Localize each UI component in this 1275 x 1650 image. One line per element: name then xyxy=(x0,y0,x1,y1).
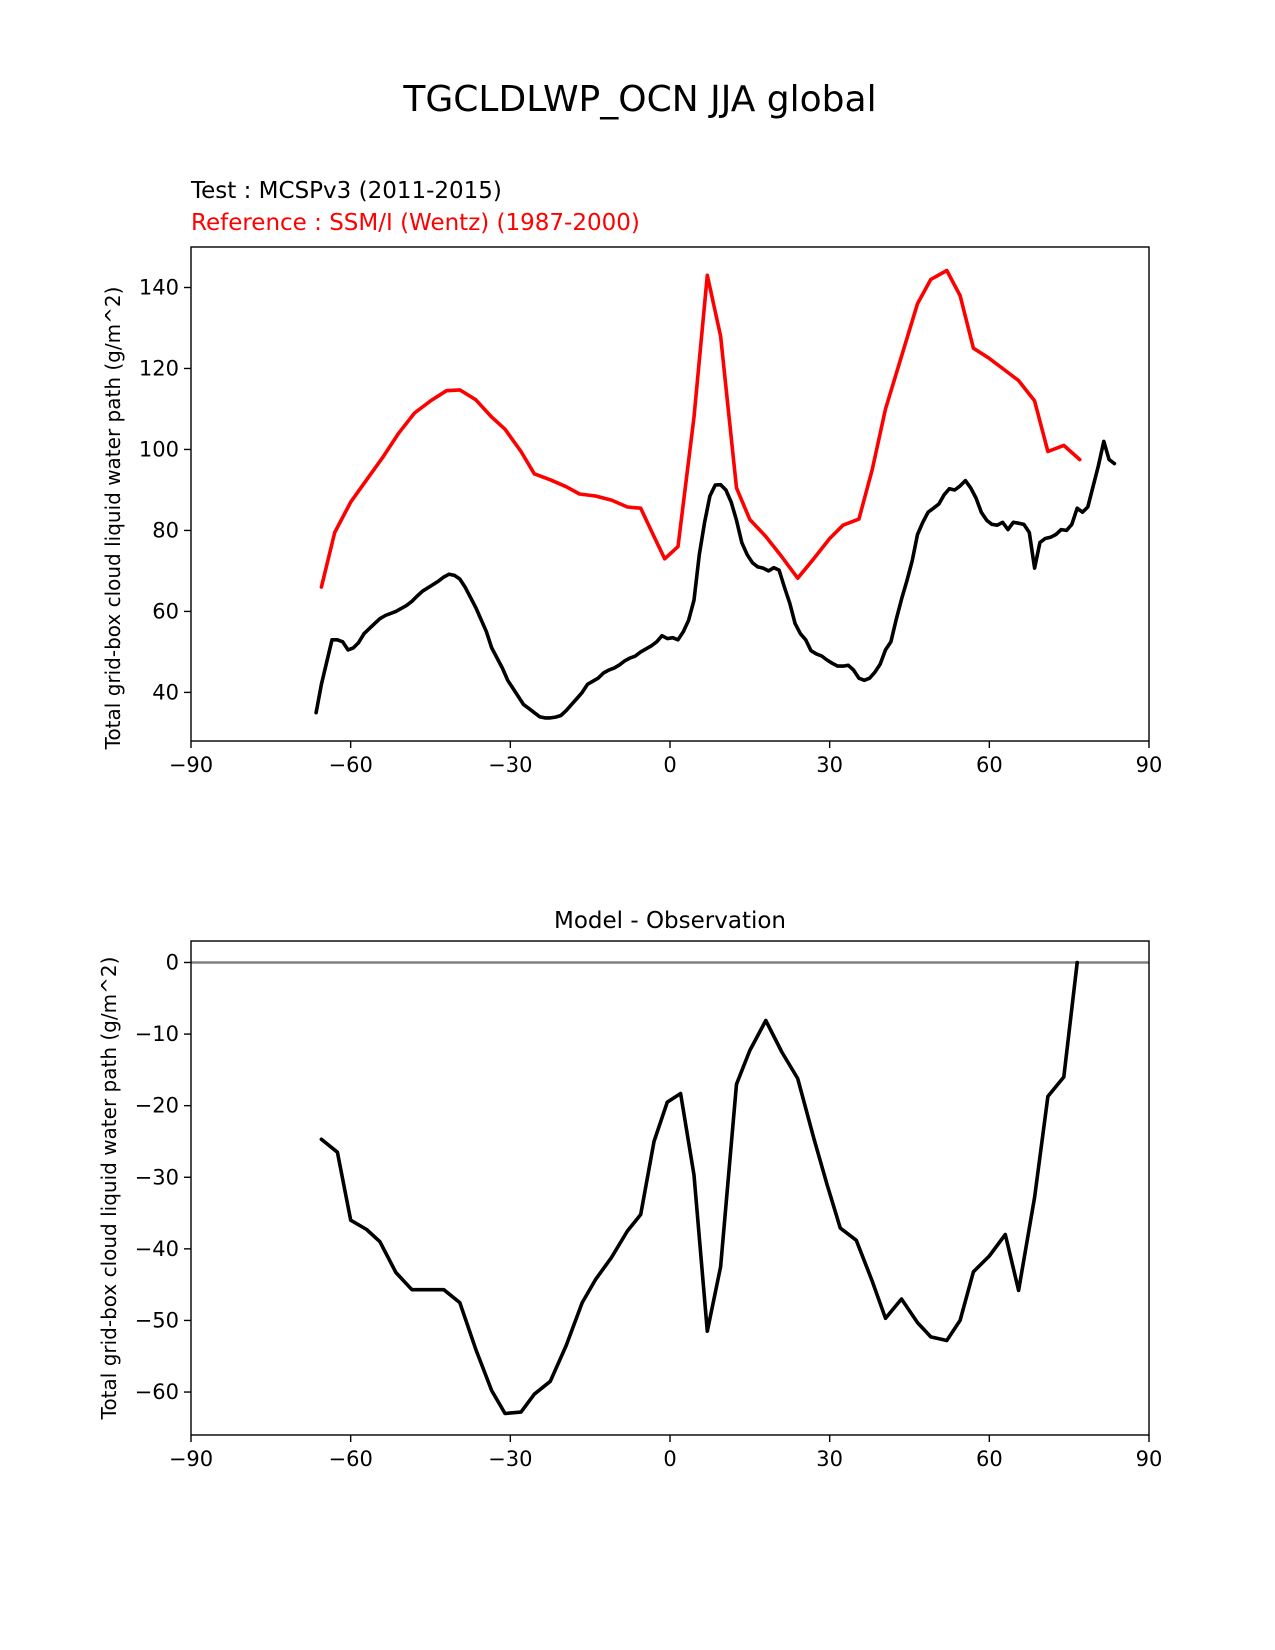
figure-title: TGCLDLWP_OCN JJA global xyxy=(402,79,876,120)
x-tick-label: −90 xyxy=(169,1447,213,1471)
y-tick-label: 140 xyxy=(139,275,179,299)
plot-frame xyxy=(190,940,1150,1436)
test-series-line xyxy=(314,439,1117,720)
x-tick-label: −30 xyxy=(488,1447,532,1471)
axis-ticks: −90 −60 −30 0 30 60 90 0 −10 −20 −30 −40 −50 −60 xyxy=(135,950,1163,1471)
y-tick-label: −50 xyxy=(135,1308,179,1332)
x-tick-label: 90 xyxy=(1136,753,1163,777)
x-tick-label: 60 xyxy=(976,753,1003,777)
plot-lines xyxy=(191,960,1149,1416)
y-tick-label: −60 xyxy=(135,1380,179,1404)
plot-frame xyxy=(190,246,1150,742)
test-series-line xyxy=(319,960,1079,1416)
x-tick-label: 0 xyxy=(663,753,676,777)
y-tick-label: 80 xyxy=(152,518,179,542)
y-tick-label: 60 xyxy=(152,599,179,623)
x-tick-label: 90 xyxy=(1136,1447,1163,1471)
y-tick-label: 120 xyxy=(139,356,179,380)
x-tick-label: −60 xyxy=(329,753,373,777)
y-tick-label: −30 xyxy=(135,1165,179,1189)
y-tick-label: 40 xyxy=(152,680,179,704)
plot-lines xyxy=(314,268,1117,720)
y-axis-label: Total grid-box cloud liquid water path (… xyxy=(101,287,125,751)
reference-label: Reference : SSM/I (Wentz) (1987-2000) xyxy=(191,210,640,236)
test-label: Test : MCSPv3 (2011-2015) xyxy=(190,178,502,204)
y-tick-label: 100 xyxy=(139,437,179,461)
top-panel: Test : MCSPv3 (2011-2015) Reference : SS… xyxy=(101,178,1162,777)
y-axis-label: Total grid-box cloud liquid water path (… xyxy=(97,957,121,1421)
x-tick-label: 30 xyxy=(816,753,843,777)
x-tick-label: 0 xyxy=(663,1447,676,1471)
x-tick-label: −60 xyxy=(329,1447,373,1471)
axis-ticks: −90 −60 −30 0 30 60 90 40 60 80 100 120 140 xyxy=(139,275,1162,777)
y-tick-label: 0 xyxy=(166,950,179,974)
y-tick-label: −20 xyxy=(135,1094,179,1118)
panel-title: Model - Observation xyxy=(554,908,786,934)
x-tick-label: −30 xyxy=(488,753,532,777)
x-tick-label: −90 xyxy=(169,753,213,777)
reference-series-line xyxy=(319,268,1082,589)
bottom-panel: Model - Observation Total grid-box cloud… xyxy=(97,908,1162,1471)
y-tick-label: −10 xyxy=(135,1022,179,1046)
y-tick-label: −40 xyxy=(135,1237,179,1261)
x-tick-label: 60 xyxy=(976,1447,1003,1471)
x-tick-label: 30 xyxy=(816,1447,843,1471)
